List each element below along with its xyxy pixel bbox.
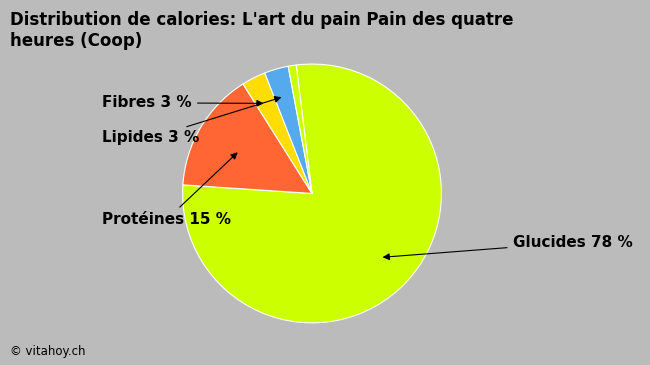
Wedge shape — [183, 84, 312, 193]
Text: Fibres 3 %: Fibres 3 % — [102, 95, 263, 110]
Wedge shape — [288, 65, 312, 193]
Wedge shape — [183, 64, 441, 323]
Text: Distribution de calories: L'art du pain Pain des quatre
heures (Coop): Distribution de calories: L'art du pain … — [10, 11, 514, 50]
Text: Protéines 15 %: Protéines 15 % — [102, 153, 237, 227]
Wedge shape — [243, 73, 312, 193]
Text: Glucides 78 %: Glucides 78 % — [384, 235, 632, 260]
Wedge shape — [265, 66, 312, 193]
Text: © vitahoy.ch: © vitahoy.ch — [10, 345, 85, 358]
Text: Lipides 3 %: Lipides 3 % — [102, 97, 280, 145]
